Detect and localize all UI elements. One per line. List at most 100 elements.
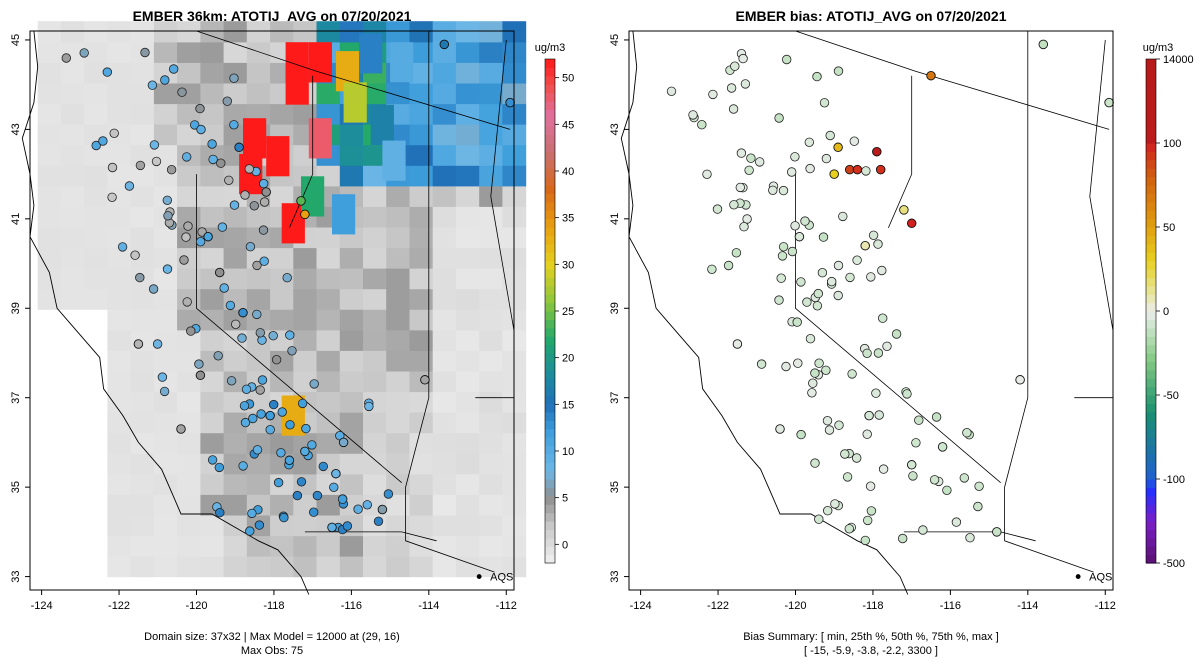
heatmap-cell: [409, 473, 434, 495]
colorbar-segment: [1146, 109, 1156, 119]
heatmap-cell: [479, 206, 503, 228]
colorbar-segment: [545, 294, 555, 304]
colorbar-segment: [545, 369, 555, 379]
heatmap-cell: [177, 103, 201, 125]
station-point: [292, 490, 303, 501]
station-point: [140, 47, 150, 58]
colorbar-segment: [1146, 437, 1156, 446]
heatmap-cell: [107, 556, 132, 578]
station-point: [309, 507, 319, 517]
station-point: [878, 464, 889, 474]
heatmap-cell: [270, 103, 294, 125]
heatmap-cell: [130, 82, 155, 105]
heatmap-cell: [293, 288, 318, 310]
heatmap-cell: [386, 226, 410, 249]
station-point: [216, 158, 226, 168]
heatmap-cell: [479, 350, 503, 372]
station-point: [252, 309, 262, 320]
heatmap-hot-cell: [370, 104, 394, 145]
station-point: [790, 152, 800, 162]
heatmap-cell: [223, 247, 248, 269]
heatmap-cell: [479, 309, 503, 331]
heatmap-cell: [61, 226, 85, 249]
heatmap-cell: [153, 103, 178, 125]
heatmap-cell: [130, 350, 155, 372]
station-point: [735, 182, 746, 193]
colorbar-segment: [1146, 101, 1156, 110]
station-point: [862, 429, 872, 439]
colorbar-label: 5: [562, 493, 568, 505]
heatmap-cell: [409, 391, 434, 413]
station-point: [756, 359, 767, 369]
station-point: [301, 423, 311, 434]
colorbar-segment: [1146, 75, 1156, 85]
right-footer-line2: [ -15, -5.9, -3.8, -2.2, 3300 ]: [804, 645, 938, 657]
station-point: [824, 425, 835, 435]
colorbar-segment: [1146, 470, 1156, 480]
station-point: [109, 128, 119, 139]
heatmap-cell: [130, 144, 155, 166]
heatmap-cell: [153, 226, 178, 249]
colorbar-segment: [545, 495, 555, 505]
station-point: [962, 428, 972, 438]
heatmap-cell: [84, 144, 108, 166]
colorbar-segment: [545, 151, 555, 161]
heatmap-cell: [363, 329, 387, 351]
heatmap-cell: [177, 432, 201, 454]
station-point: [844, 524, 855, 534]
heatmap-cell: [153, 41, 178, 63]
heatmap-cell: [84, 226, 108, 249]
heatmap-cell: [84, 103, 108, 125]
heatmap-cell: [363, 432, 387, 454]
heatmap-cell: [409, 514, 434, 537]
station-point: [781, 361, 791, 372]
station-point: [697, 119, 707, 130]
station-point: [800, 216, 810, 226]
colorbar-segment: [1146, 411, 1156, 421]
heatmap-cell: [363, 370, 387, 393]
station-point: [731, 248, 742, 258]
heatmap-cell: [386, 514, 410, 537]
station-point: [284, 455, 295, 466]
heatmap-cell: [316, 494, 341, 516]
heatmap-cell: [409, 21, 434, 43]
heatmap-cell: [84, 165, 108, 187]
heatmap-cell: [455, 62, 480, 84]
colorbar-segment: [545, 243, 555, 253]
colorbar-segment: [1146, 537, 1156, 547]
station-point: [875, 164, 886, 175]
station-point: [362, 500, 373, 510]
heatmap-cell: [363, 556, 387, 578]
colorbar-segment: [1146, 504, 1156, 514]
coastline: [620, 30, 909, 595]
y-tick-label: 35: [10, 481, 22, 493]
station-point: [152, 339, 163, 349]
heatmap-cell: [386, 329, 410, 351]
heatmap-cell: [432, 82, 457, 105]
station-point: [226, 376, 237, 386]
station-point: [124, 181, 135, 191]
station-point: [796, 277, 806, 287]
colorbar-segment: [545, 210, 555, 220]
heatmap-cell: [316, 82, 341, 105]
heatmap-cell: [409, 124, 434, 146]
heatmap-cell: [409, 453, 434, 475]
heatmap-cell: [386, 535, 410, 557]
station-point: [79, 48, 89, 58]
heatmap-cell: [339, 124, 364, 146]
station-point: [959, 473, 970, 483]
station-point: [965, 533, 975, 543]
colorbar-segment: [1146, 336, 1156, 346]
station-point: [257, 375, 268, 385]
station-point: [775, 424, 785, 434]
station-point: [740, 79, 751, 89]
station-point: [782, 54, 792, 65]
heatmap-cell: [107, 370, 132, 393]
colorbar-segment: [545, 67, 555, 77]
heatmap-cell: [130, 329, 155, 351]
right-panel: EMBER bias: ATOTIJ_AVG on 07/20/2021 -12…: [609, 8, 1194, 657]
heatmap-cell: [293, 514, 318, 537]
heatmap-cell: [339, 268, 364, 290]
station-point: [364, 401, 374, 412]
